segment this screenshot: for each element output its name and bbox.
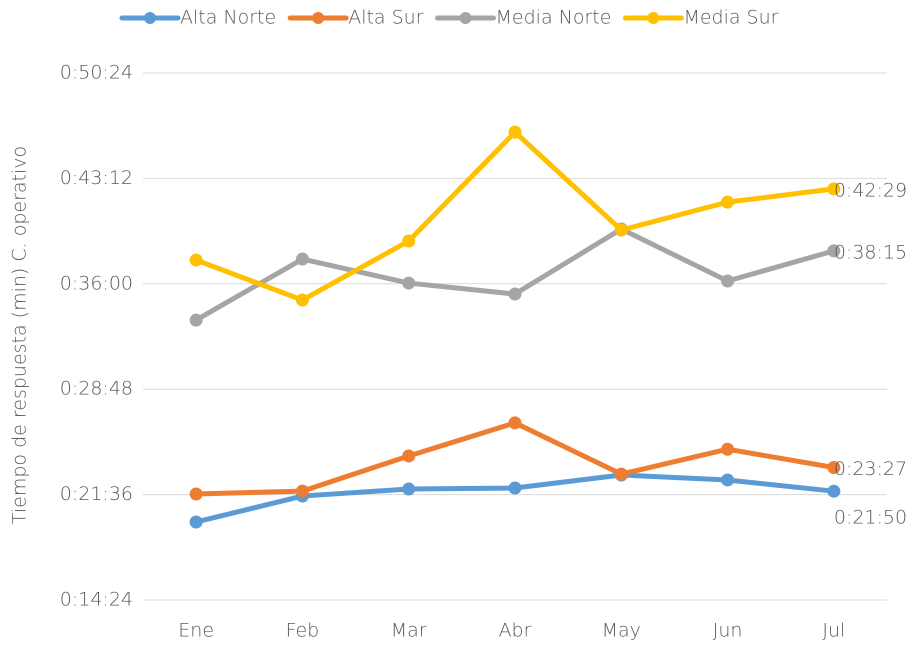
x-tick-label: Jun: [713, 620, 743, 642]
data-point: [508, 481, 522, 495]
data-point: [189, 515, 203, 529]
data-label: 0:23:27: [834, 458, 907, 480]
y-tick-label: 0:14:24: [60, 589, 133, 611]
data-point: [614, 467, 628, 481]
series-line: [194, 226, 835, 323]
data-point: [189, 487, 203, 501]
data-point: [827, 182, 841, 196]
y-tick-label: 0:50:24: [60, 62, 133, 84]
legend-label: Alta Norte: [180, 7, 276, 29]
y-tick-label: 0:21:36: [60, 483, 133, 505]
data-point: [402, 276, 416, 290]
data-point: [721, 442, 735, 456]
data-point: [721, 274, 735, 288]
data-point: [402, 482, 416, 496]
legend-label: Media Sur: [683, 7, 778, 29]
y-axis-label: Tiempo de respuesta (min) C. operativo: [9, 146, 31, 524]
data-point: [189, 253, 203, 267]
legend-marker: [144, 12, 156, 24]
data-point: [827, 244, 841, 258]
data-point: [721, 473, 735, 487]
series-line: [195, 129, 835, 303]
data-point: [508, 125, 522, 139]
data-point: [721, 195, 735, 209]
x-tick-label: May: [602, 620, 641, 642]
data-point: [827, 484, 841, 498]
data-point: [402, 234, 416, 248]
x-tick-label: Abr: [499, 620, 532, 642]
x-tick-label: Ene: [178, 620, 214, 642]
legend-marker: [647, 12, 660, 24]
legend-marker: [459, 12, 472, 24]
data-point: [295, 484, 309, 498]
y-tick-label: 0:28:48: [60, 378, 133, 400]
data-point: [508, 287, 522, 301]
legend-label: Alta Sur: [348, 7, 424, 29]
x-tick-label: Mar: [391, 620, 427, 642]
x-tick-label: Feb: [286, 620, 320, 642]
data-point: [189, 313, 203, 327]
y-tick-label: 0:43:12: [60, 167, 133, 189]
data-point: [402, 449, 416, 463]
data-point: [827, 461, 841, 475]
legend-label: Media Norte: [496, 7, 612, 29]
data-label: 0:38:15: [834, 241, 907, 263]
data-label: 0:42:29: [834, 179, 907, 201]
data-point: [614, 223, 628, 237]
data-point: [295, 252, 309, 266]
data-point: [508, 416, 522, 430]
legend-marker: [312, 12, 325, 24]
data-label: 0:21:50: [834, 507, 907, 529]
data-point: [295, 293, 309, 307]
y-tick-label: 0:36:00: [60, 272, 133, 294]
x-tick-label: Jul: [822, 620, 845, 642]
